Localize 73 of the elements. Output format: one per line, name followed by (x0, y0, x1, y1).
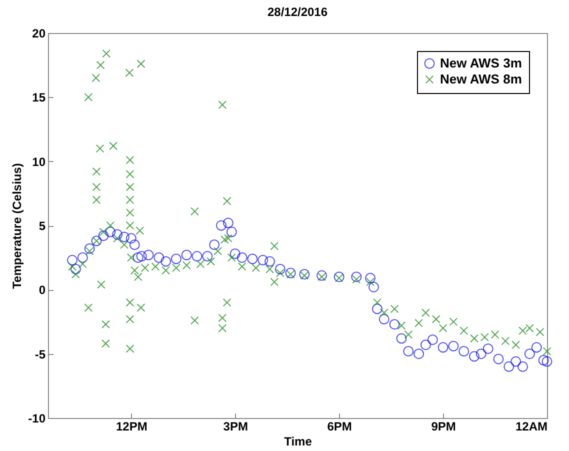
point (230, 248, 240, 259)
point (264, 256, 276, 267)
point (476, 348, 486, 360)
point (192, 251, 202, 262)
y-tick-label: 20 (32, 26, 46, 40)
x-tick-label: 9PM (431, 420, 456, 434)
point (70, 264, 81, 274)
point (143, 250, 154, 260)
point (504, 361, 514, 372)
point (129, 240, 140, 250)
y-tick-label: -10 (28, 412, 46, 426)
point (105, 226, 116, 238)
point (372, 304, 382, 314)
point (542, 356, 552, 367)
point (458, 346, 470, 356)
y-tick-label: -5 (34, 347, 46, 362)
point (468, 351, 480, 362)
point (247, 254, 258, 264)
point (112, 229, 123, 240)
x-tick-label: 3PM (223, 420, 248, 434)
point (420, 340, 431, 350)
point (396, 333, 407, 344)
point (524, 348, 535, 360)
y-tick-label: 5 (38, 219, 46, 233)
point (132, 252, 144, 263)
point (518, 361, 528, 372)
point (389, 319, 400, 330)
point (202, 251, 213, 262)
point (84, 243, 95, 254)
point (368, 282, 379, 292)
y-axis-title: Temperature (Celsius) (10, 163, 24, 289)
point (222, 218, 234, 228)
legend-label: New AWS 3m (440, 56, 522, 70)
point (403, 346, 414, 356)
point (285, 268, 296, 278)
x-tick-label: 6PM (327, 420, 352, 434)
y-tick-label: 15 (32, 90, 46, 105)
point (160, 256, 172, 267)
point (136, 251, 147, 262)
point (274, 264, 286, 274)
point (538, 355, 549, 366)
chart-title: 28/12/2016 (267, 5, 328, 19)
point (414, 348, 424, 360)
point (209, 240, 220, 250)
point (236, 252, 248, 263)
point (427, 334, 438, 345)
y-tick-label: 10 (32, 154, 46, 169)
point (316, 270, 327, 281)
x-axis-title: Time (284, 434, 312, 448)
point (77, 252, 88, 263)
point (365, 272, 376, 284)
point (118, 232, 130, 242)
point (448, 340, 459, 352)
point (378, 314, 390, 324)
point (67, 254, 78, 266)
point (258, 254, 268, 266)
point (170, 254, 182, 264)
point (216, 220, 227, 231)
point (226, 226, 237, 238)
point (493, 354, 504, 364)
point (351, 272, 362, 282)
point (154, 252, 164, 263)
y-tick-label: 0 (38, 283, 46, 298)
point (438, 342, 448, 353)
point (531, 342, 542, 353)
point (181, 250, 192, 260)
x-tick-label: 12PM (116, 420, 148, 434)
x-tick-label: 12AM (515, 420, 548, 434)
point (510, 356, 522, 367)
point (126, 233, 136, 244)
legend-label: New AWS 8m (440, 72, 522, 86)
point (98, 230, 109, 241)
point (482, 343, 494, 354)
